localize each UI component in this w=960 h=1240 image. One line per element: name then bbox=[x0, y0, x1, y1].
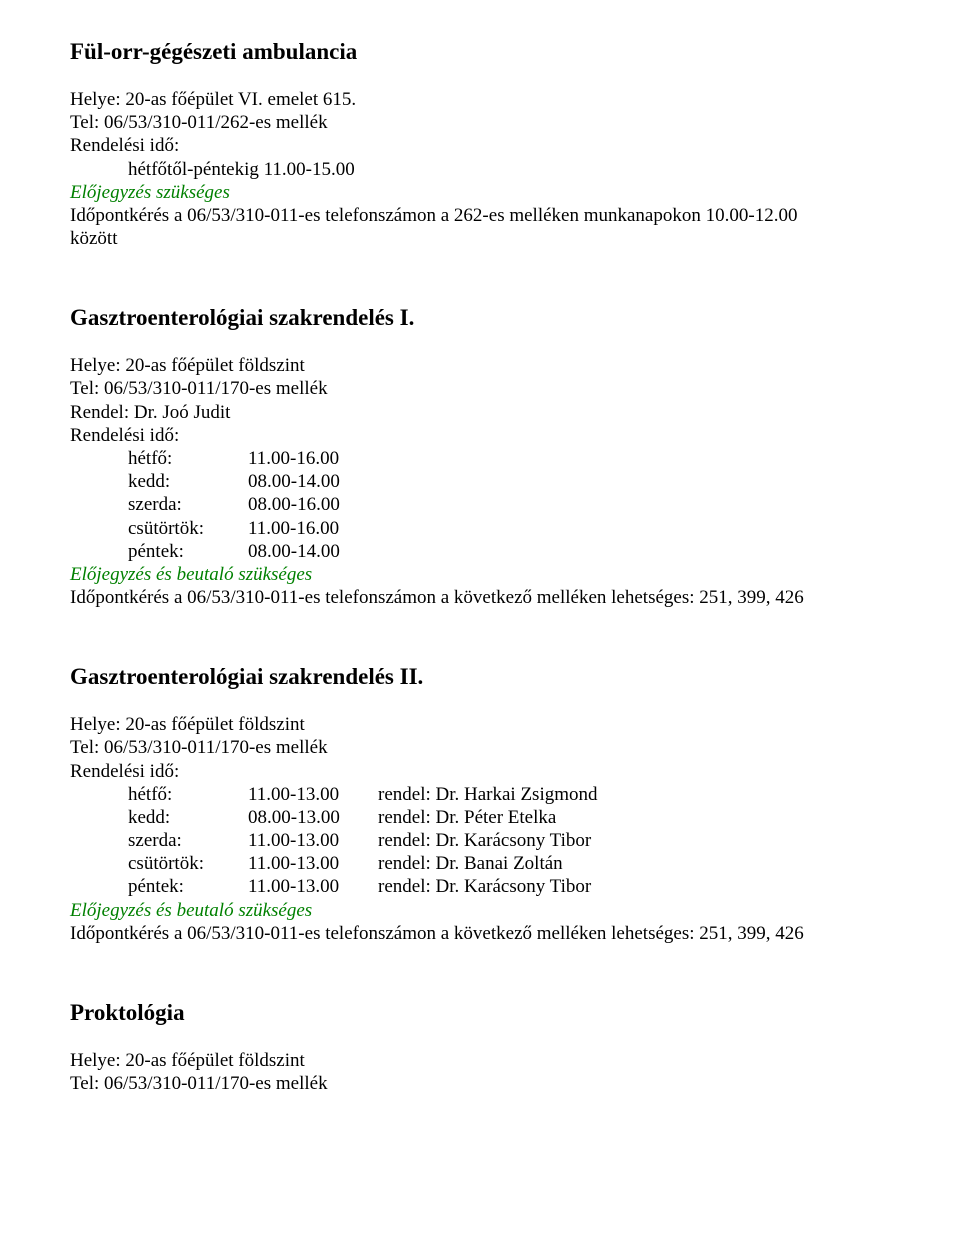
appointment-line-2: között bbox=[70, 227, 900, 250]
schedule-time: 11.00-13.00 bbox=[248, 852, 378, 875]
schedule-row: péntek:08.00-14.00 bbox=[70, 540, 900, 563]
schedule-label: Rendelési idő: bbox=[70, 760, 900, 783]
schedule-row: csütörtök:11.00-16.00 bbox=[70, 517, 900, 540]
schedule-day: péntek: bbox=[128, 875, 248, 898]
schedule-day: hétfő: bbox=[128, 783, 248, 806]
location-line: Helye: 20-as főépület földszint bbox=[70, 713, 900, 736]
doctor-line: Rendel: Dr. Joó Judit bbox=[70, 401, 900, 424]
tel-line: Tel: 06/53/310-011/170-es mellék bbox=[70, 377, 900, 400]
schedule-row: kedd:08.00-14.00 bbox=[70, 470, 900, 493]
schedule-rows: hétfő:11.00-16.00kedd:08.00-14.00szerda:… bbox=[70, 447, 900, 563]
schedule-doctor: rendel: Dr. Karácsony Tibor bbox=[378, 829, 591, 852]
schedule-row: csütörtök:11.00-13.00rendel: Dr. Banai Z… bbox=[70, 852, 900, 875]
location-line: Helye: 20-as főépület földszint bbox=[70, 354, 900, 377]
schedule-doctor: rendel: Dr. Banai Zoltán bbox=[378, 852, 563, 875]
schedule-row: péntek:11.00-13.00rendel: Dr. Karácsony … bbox=[70, 875, 900, 898]
schedule-label: Rendelési idő: bbox=[70, 134, 900, 157]
section-ent: Fül-orr-gégészeti ambulancia Helye: 20-a… bbox=[70, 38, 900, 250]
note-line: Előjegyzés és beutaló szükséges bbox=[70, 899, 900, 922]
schedule-day: kedd: bbox=[128, 806, 248, 829]
schedule-time: 08.00-16.00 bbox=[248, 493, 378, 516]
section-gastro-2: Gasztroenterológiai szakrendelés II. Hel… bbox=[70, 663, 900, 945]
schedule-day: hétfő: bbox=[128, 447, 248, 470]
schedule-time: 11.00-13.00 bbox=[248, 875, 378, 898]
section-title: Gasztroenterológiai szakrendelés I. bbox=[70, 304, 900, 332]
section-title: Fül-orr-gégészeti ambulancia bbox=[70, 38, 900, 66]
schedule-row: hétfő:11.00-16.00 bbox=[70, 447, 900, 470]
schedule-time: 11.00-16.00 bbox=[248, 447, 378, 470]
schedule-rows: hétfő:11.00-13.00rendel: Dr. Harkai Zsig… bbox=[70, 783, 900, 899]
schedule-time: 11.00-13.00 bbox=[248, 783, 378, 806]
tel-line: Tel: 06/53/310-011/170-es mellék bbox=[70, 736, 900, 759]
location-line: Helye: 20-as főépület VI. emelet 615. bbox=[70, 88, 900, 111]
location-line: Helye: 20-as főépület földszint bbox=[70, 1049, 900, 1072]
appointment-line: Időpontkérés a 06/53/310-011-es telefons… bbox=[70, 922, 900, 945]
schedule-day: kedd: bbox=[128, 470, 248, 493]
note-line: Előjegyzés szükséges bbox=[70, 181, 900, 204]
schedule-time: 11.00-13.00 bbox=[248, 829, 378, 852]
schedule-day: csütörtök: bbox=[128, 852, 248, 875]
appointment-line: Időpontkérés a 06/53/310-011-es telefons… bbox=[70, 204, 900, 227]
schedule-day: csütörtök: bbox=[128, 517, 248, 540]
schedule-time: 08.00-13.00 bbox=[248, 806, 378, 829]
schedule-row: szerda:11.00-13.00rendel: Dr. Karácsony … bbox=[70, 829, 900, 852]
schedule-doctor: rendel: Dr. Karácsony Tibor bbox=[378, 875, 591, 898]
tel-line: Tel: 06/53/310-011/262-es mellék bbox=[70, 111, 900, 134]
section-procto: Proktológia Helye: 20-as főépület földsz… bbox=[70, 999, 900, 1095]
schedule-day: szerda: bbox=[128, 829, 248, 852]
section-title: Proktológia bbox=[70, 999, 900, 1027]
schedule-doctor: rendel: Dr. Harkai Zsigmond bbox=[378, 783, 598, 806]
note-line: Előjegyzés és beutaló szükséges bbox=[70, 563, 900, 586]
schedule-row: kedd:08.00-13.00rendel: Dr. Péter Etelka bbox=[70, 806, 900, 829]
schedule-row: szerda:08.00-16.00 bbox=[70, 493, 900, 516]
schedule-label: Rendelési idő: bbox=[70, 424, 900, 447]
schedule-doctor: rendel: Dr. Péter Etelka bbox=[378, 806, 556, 829]
schedule-day: szerda: bbox=[128, 493, 248, 516]
tel-line: Tel: 06/53/310-011/170-es mellék bbox=[70, 1072, 900, 1095]
schedule-time: 11.00-16.00 bbox=[248, 517, 378, 540]
schedule-time: 08.00-14.00 bbox=[248, 470, 378, 493]
schedule-row: hétfő:11.00-13.00rendel: Dr. Harkai Zsig… bbox=[70, 783, 900, 806]
schedule-day: péntek: bbox=[128, 540, 248, 563]
section-title: Gasztroenterológiai szakrendelés II. bbox=[70, 663, 900, 691]
appointment-line: Időpontkérés a 06/53/310-011-es telefons… bbox=[70, 586, 900, 609]
hours-line: hétfőtől-péntekig 11.00-15.00 bbox=[70, 158, 900, 181]
schedule-time: 08.00-14.00 bbox=[248, 540, 378, 563]
section-gastro-1: Gasztroenterológiai szakrendelés I. Hely… bbox=[70, 304, 900, 609]
